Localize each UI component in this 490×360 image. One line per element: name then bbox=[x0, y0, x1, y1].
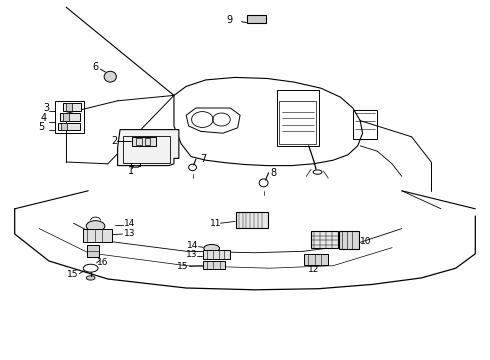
Bar bbox=[61, 123, 67, 130]
Text: 3: 3 bbox=[43, 103, 49, 113]
Ellipse shape bbox=[204, 244, 220, 252]
Bar bbox=[63, 103, 81, 111]
Text: 14: 14 bbox=[124, 219, 135, 228]
Text: 6: 6 bbox=[93, 62, 98, 72]
Bar bbox=[304, 254, 328, 265]
Text: 7: 7 bbox=[200, 154, 206, 164]
Bar bbox=[203, 261, 225, 269]
Bar bbox=[339, 231, 359, 249]
Bar bbox=[66, 103, 72, 111]
Text: 15: 15 bbox=[67, 270, 78, 279]
Text: 13: 13 bbox=[124, 229, 135, 238]
Bar bbox=[132, 137, 156, 146]
Bar bbox=[247, 15, 266, 23]
Bar bbox=[279, 101, 316, 144]
Bar bbox=[0, 0, 490, 191]
Bar bbox=[133, 165, 138, 167]
Text: 12: 12 bbox=[308, 266, 319, 274]
Bar bbox=[123, 136, 170, 163]
Text: 14: 14 bbox=[187, 241, 198, 250]
Bar bbox=[83, 229, 112, 242]
Text: 4: 4 bbox=[40, 113, 46, 123]
Polygon shape bbox=[118, 130, 179, 166]
Text: 1: 1 bbox=[128, 166, 134, 176]
Text: 2: 2 bbox=[112, 136, 118, 147]
Text: 5: 5 bbox=[38, 122, 45, 132]
Bar bbox=[311, 231, 338, 248]
Bar bbox=[353, 110, 377, 139]
Text: 13: 13 bbox=[186, 251, 197, 259]
Bar bbox=[58, 123, 80, 130]
Text: 15: 15 bbox=[177, 262, 189, 271]
Bar bbox=[277, 90, 318, 146]
Ellipse shape bbox=[86, 276, 95, 280]
Bar bbox=[136, 138, 142, 145]
Bar bbox=[203, 250, 230, 259]
Bar bbox=[236, 212, 268, 228]
Ellipse shape bbox=[104, 71, 117, 82]
Bar bbox=[87, 245, 99, 257]
Bar bbox=[60, 113, 80, 121]
Text: 11: 11 bbox=[210, 219, 221, 228]
Text: 8: 8 bbox=[270, 168, 277, 178]
Bar bbox=[63, 113, 69, 121]
Bar bbox=[145, 138, 150, 145]
Text: 9: 9 bbox=[226, 15, 232, 25]
Text: 16: 16 bbox=[97, 258, 108, 267]
Text: 10: 10 bbox=[360, 237, 371, 246]
Ellipse shape bbox=[86, 221, 105, 231]
Bar bbox=[55, 101, 84, 133]
